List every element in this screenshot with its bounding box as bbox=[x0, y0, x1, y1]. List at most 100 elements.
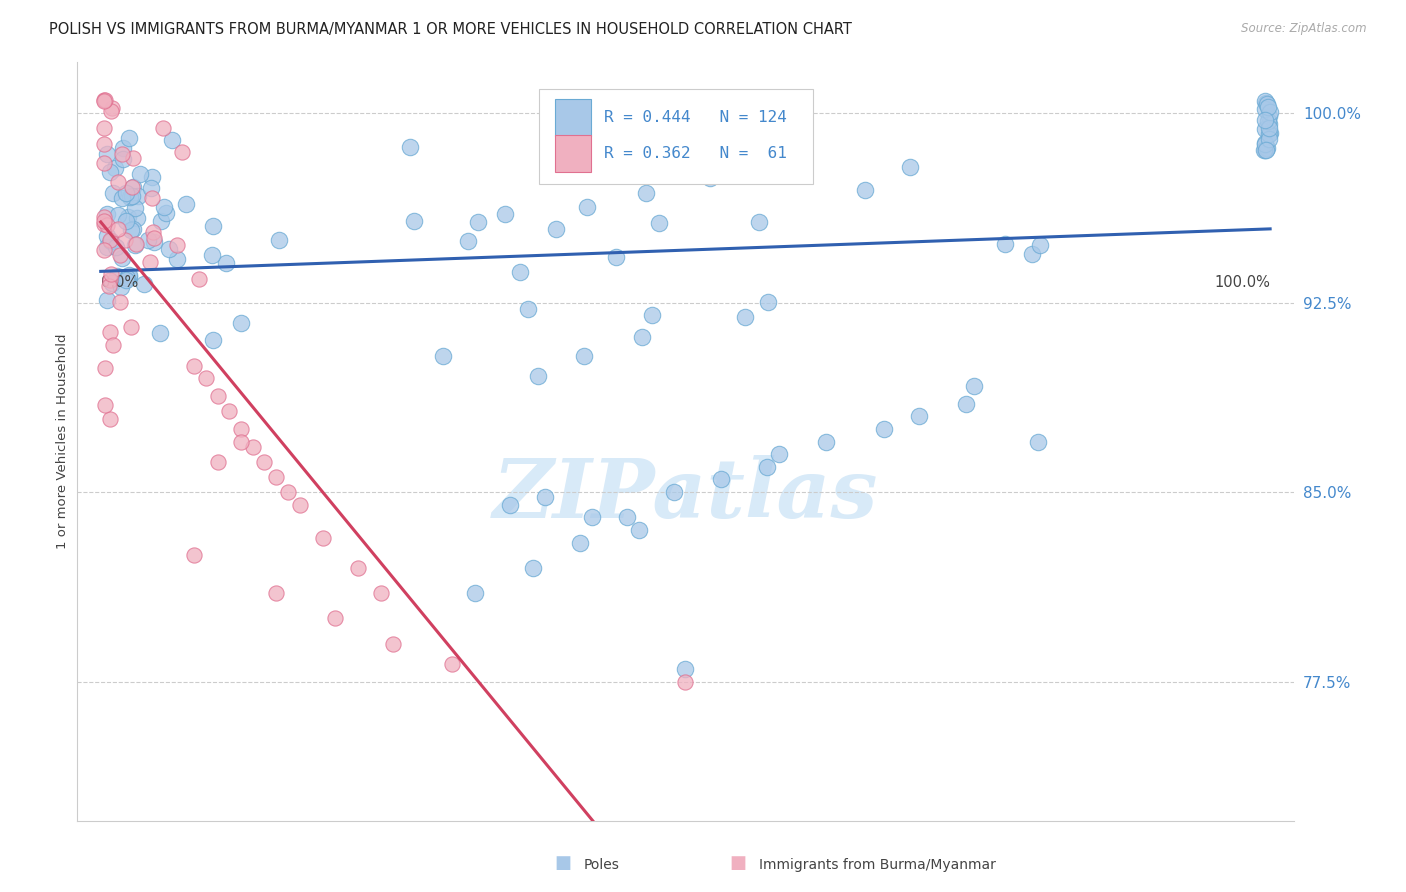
Point bbox=[517, 301, 540, 316]
Point bbox=[127, 188, 149, 202]
Point bbox=[98, 233, 121, 247]
Point bbox=[93, 210, 115, 224]
Text: POLISH VS IMMIGRANTS FROM BURMA/MYANMAR 1 OR MORE VEHICLES IN HOUSEHOLD CORRELAT: POLISH VS IMMIGRANTS FROM BURMA/MYANMAR … bbox=[49, 22, 852, 37]
Point bbox=[108, 248, 131, 262]
Point bbox=[139, 181, 162, 195]
Point bbox=[104, 240, 127, 254]
Point bbox=[121, 179, 143, 194]
Point bbox=[432, 349, 454, 363]
Point bbox=[229, 422, 252, 436]
Point bbox=[495, 206, 517, 220]
Point bbox=[107, 221, 129, 235]
Point bbox=[93, 121, 115, 136]
Point bbox=[1257, 114, 1279, 128]
Point bbox=[94, 398, 117, 412]
Point bbox=[194, 371, 217, 385]
Point bbox=[101, 276, 124, 290]
Point bbox=[873, 422, 896, 436]
Point bbox=[758, 294, 780, 309]
Point bbox=[218, 404, 240, 418]
Point bbox=[569, 535, 592, 549]
Point bbox=[1254, 96, 1277, 111]
Point bbox=[1256, 144, 1278, 158]
Point bbox=[404, 214, 426, 228]
Point bbox=[101, 186, 124, 201]
Point bbox=[118, 131, 141, 145]
Point bbox=[636, 186, 658, 200]
Point bbox=[853, 183, 876, 197]
Point bbox=[509, 265, 531, 279]
Point bbox=[699, 171, 721, 186]
Point bbox=[398, 140, 420, 154]
Point bbox=[141, 191, 163, 205]
Y-axis label: 1 or more Vehicles in Household: 1 or more Vehicles in Household bbox=[56, 334, 69, 549]
Point bbox=[183, 548, 205, 563]
Point bbox=[264, 470, 287, 484]
Point bbox=[107, 175, 129, 189]
Text: R = 0.362   N =  61: R = 0.362 N = 61 bbox=[605, 146, 787, 161]
Point bbox=[132, 277, 155, 292]
Point bbox=[207, 455, 229, 469]
Point bbox=[149, 326, 172, 340]
Point bbox=[1258, 104, 1281, 119]
FancyBboxPatch shape bbox=[555, 136, 591, 172]
Point bbox=[522, 561, 544, 575]
Point bbox=[1254, 122, 1277, 136]
Point bbox=[1253, 143, 1275, 157]
Point bbox=[627, 523, 650, 537]
Point bbox=[188, 272, 211, 286]
Point bbox=[122, 221, 145, 235]
Point bbox=[955, 397, 977, 411]
Point bbox=[647, 216, 669, 230]
Point bbox=[1258, 120, 1281, 135]
Point bbox=[467, 215, 489, 229]
Point bbox=[675, 674, 697, 689]
Point bbox=[136, 233, 159, 247]
Point bbox=[581, 510, 603, 524]
Point bbox=[112, 141, 135, 155]
Point bbox=[107, 208, 129, 222]
Point bbox=[115, 270, 138, 285]
Point bbox=[1254, 144, 1277, 158]
Point bbox=[110, 280, 132, 294]
Point bbox=[575, 200, 598, 214]
Point bbox=[143, 230, 166, 244]
Point bbox=[100, 267, 122, 281]
Point bbox=[457, 234, 479, 248]
Point bbox=[370, 586, 392, 600]
Point bbox=[96, 147, 118, 161]
Point bbox=[93, 94, 115, 108]
Point bbox=[242, 440, 264, 454]
Point bbox=[323, 611, 346, 625]
Text: ■: ■ bbox=[730, 854, 747, 871]
Point bbox=[215, 256, 238, 270]
Text: Source: ZipAtlas.com: Source: ZipAtlas.com bbox=[1241, 22, 1367, 36]
Point bbox=[93, 243, 115, 257]
Point bbox=[898, 160, 921, 174]
FancyBboxPatch shape bbox=[555, 99, 591, 136]
Point bbox=[120, 189, 142, 203]
Point bbox=[94, 94, 117, 108]
Point bbox=[1254, 113, 1277, 128]
Point bbox=[93, 156, 115, 170]
Point bbox=[264, 586, 287, 600]
Text: ZIPatlas: ZIPatlas bbox=[492, 455, 879, 534]
Text: Immigrants from Burma/Myanmar: Immigrants from Burma/Myanmar bbox=[759, 858, 995, 872]
Point bbox=[202, 219, 225, 234]
Point bbox=[994, 236, 1017, 251]
Point bbox=[141, 169, 163, 184]
Point bbox=[100, 103, 122, 118]
Point bbox=[499, 498, 522, 512]
Point bbox=[96, 240, 118, 254]
Point bbox=[153, 200, 176, 214]
Point bbox=[662, 485, 685, 500]
Point bbox=[675, 662, 697, 676]
Point bbox=[108, 294, 131, 309]
Point bbox=[96, 207, 118, 221]
Point bbox=[464, 586, 486, 600]
Point bbox=[121, 320, 143, 334]
Point bbox=[382, 637, 405, 651]
Point bbox=[641, 308, 664, 322]
Point bbox=[118, 269, 141, 284]
Point bbox=[1254, 137, 1277, 152]
